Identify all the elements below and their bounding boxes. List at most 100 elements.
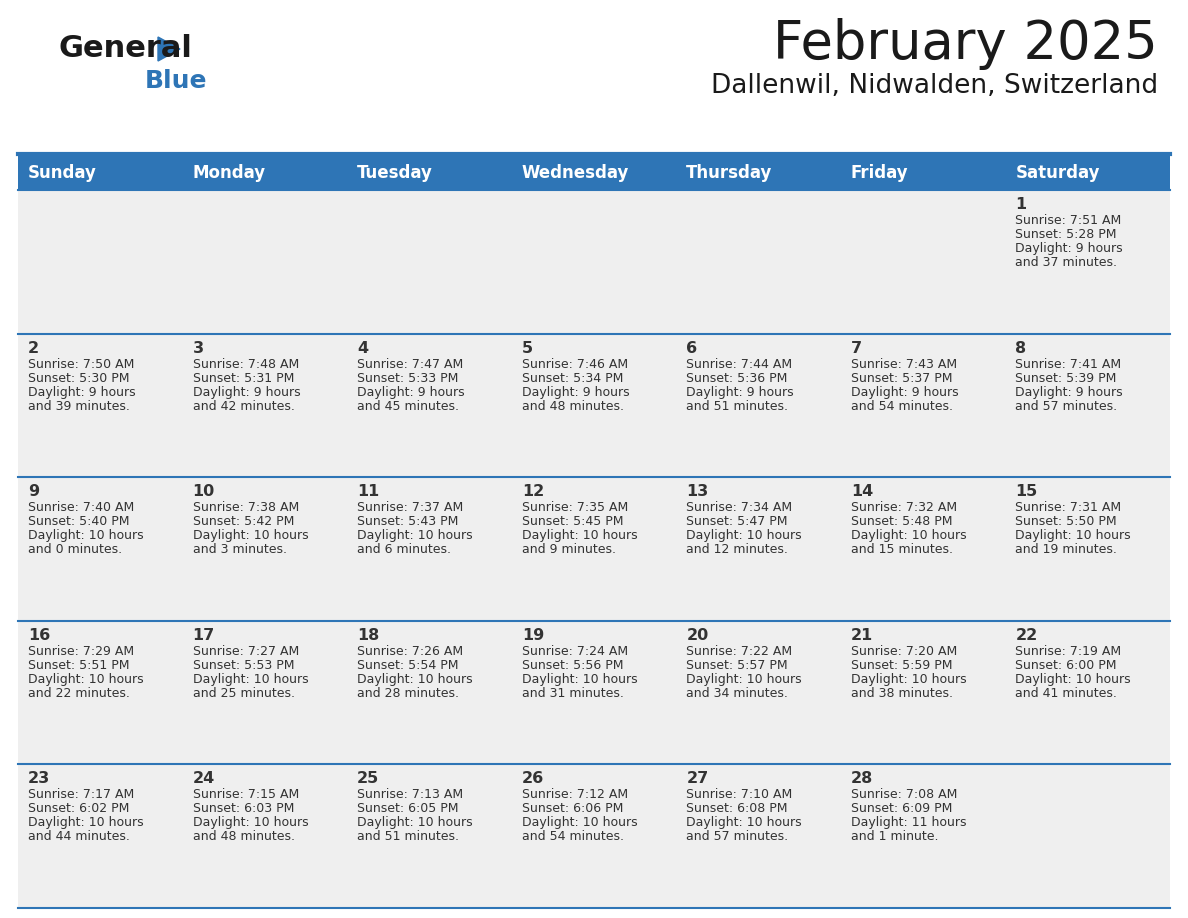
Bar <box>183 190 347 333</box>
Text: and 54 minutes.: and 54 minutes. <box>851 399 953 412</box>
Text: 2: 2 <box>29 341 39 355</box>
Text: Sunrise: 7:19 AM: Sunrise: 7:19 AM <box>1016 644 1121 658</box>
Text: Sunrise: 7:38 AM: Sunrise: 7:38 AM <box>192 501 299 514</box>
Text: Sunset: 5:42 PM: Sunset: 5:42 PM <box>192 515 293 528</box>
Bar <box>18 333 183 477</box>
Text: Sunset: 5:37 PM: Sunset: 5:37 PM <box>851 372 953 385</box>
Bar <box>676 333 841 477</box>
Text: and 22 minutes.: and 22 minutes. <box>29 687 129 700</box>
Text: Sunset: 6:09 PM: Sunset: 6:09 PM <box>851 802 953 815</box>
Bar <box>18 155 1170 190</box>
Text: Sunset: 5:36 PM: Sunset: 5:36 PM <box>687 372 788 385</box>
Text: Friday: Friday <box>851 163 909 182</box>
Text: Sunrise: 7:40 AM: Sunrise: 7:40 AM <box>29 501 134 514</box>
Text: Daylight: 10 hours: Daylight: 10 hours <box>687 529 802 543</box>
Text: Sunrise: 7:31 AM: Sunrise: 7:31 AM <box>1016 501 1121 514</box>
Text: Sunday: Sunday <box>29 163 97 182</box>
Text: Daylight: 9 hours: Daylight: 9 hours <box>1016 386 1123 398</box>
Text: and 48 minutes.: and 48 minutes. <box>192 831 295 844</box>
Text: Sunset: 5:51 PM: Sunset: 5:51 PM <box>29 659 129 672</box>
Text: Thursday: Thursday <box>687 163 772 182</box>
Text: 25: 25 <box>358 771 379 787</box>
Text: Sunrise: 7:24 AM: Sunrise: 7:24 AM <box>522 644 627 658</box>
Bar <box>347 477 512 621</box>
Text: and 25 minutes.: and 25 minutes. <box>192 687 295 700</box>
Text: Sunrise: 7:34 AM: Sunrise: 7:34 AM <box>687 501 792 514</box>
Text: 22: 22 <box>1016 628 1037 643</box>
Bar <box>18 477 183 621</box>
Text: Sunrise: 7:27 AM: Sunrise: 7:27 AM <box>192 644 299 658</box>
Bar <box>512 190 676 333</box>
Text: 19: 19 <box>522 628 544 643</box>
Text: Sunrise: 7:43 AM: Sunrise: 7:43 AM <box>851 358 958 371</box>
Text: 10: 10 <box>192 484 215 499</box>
Text: Daylight: 10 hours: Daylight: 10 hours <box>1016 673 1131 686</box>
Text: Sunrise: 7:13 AM: Sunrise: 7:13 AM <box>358 789 463 801</box>
Text: and 31 minutes.: and 31 minutes. <box>522 687 624 700</box>
Text: Daylight: 9 hours: Daylight: 9 hours <box>358 386 465 398</box>
Bar <box>1005 765 1170 908</box>
Text: 12: 12 <box>522 484 544 499</box>
Text: 20: 20 <box>687 628 708 643</box>
Text: Daylight: 10 hours: Daylight: 10 hours <box>687 673 802 686</box>
Text: Sunset: 6:03 PM: Sunset: 6:03 PM <box>192 802 293 815</box>
Text: and 12 minutes.: and 12 minutes. <box>687 543 788 556</box>
Text: and 28 minutes.: and 28 minutes. <box>358 687 459 700</box>
Text: Daylight: 10 hours: Daylight: 10 hours <box>522 816 637 829</box>
Text: Sunset: 5:53 PM: Sunset: 5:53 PM <box>192 659 295 672</box>
Text: Daylight: 10 hours: Daylight: 10 hours <box>522 673 637 686</box>
Text: Sunset: 6:05 PM: Sunset: 6:05 PM <box>358 802 459 815</box>
Text: Sunset: 5:28 PM: Sunset: 5:28 PM <box>1016 228 1117 241</box>
Text: Sunset: 5:40 PM: Sunset: 5:40 PM <box>29 515 129 528</box>
Bar <box>183 765 347 908</box>
Text: 1: 1 <box>1016 197 1026 212</box>
Text: and 39 minutes.: and 39 minutes. <box>29 399 129 412</box>
Text: and 45 minutes.: and 45 minutes. <box>358 399 459 412</box>
Bar <box>18 190 183 333</box>
Text: Daylight: 10 hours: Daylight: 10 hours <box>358 529 473 543</box>
Bar <box>512 477 676 621</box>
Text: Sunset: 5:54 PM: Sunset: 5:54 PM <box>358 659 459 672</box>
Text: Wednesday: Wednesday <box>522 163 630 182</box>
Text: Daylight: 9 hours: Daylight: 9 hours <box>851 386 959 398</box>
Text: and 6 minutes.: and 6 minutes. <box>358 543 451 556</box>
Text: Sunrise: 7:35 AM: Sunrise: 7:35 AM <box>522 501 628 514</box>
Text: Sunset: 5:59 PM: Sunset: 5:59 PM <box>851 659 953 672</box>
Text: 6: 6 <box>687 341 697 355</box>
Text: Saturday: Saturday <box>1016 163 1100 182</box>
Text: 16: 16 <box>29 628 50 643</box>
Bar <box>841 333 1005 477</box>
Text: Sunset: 5:31 PM: Sunset: 5:31 PM <box>192 372 293 385</box>
Bar <box>676 621 841 765</box>
Bar <box>183 477 347 621</box>
Text: Sunrise: 7:26 AM: Sunrise: 7:26 AM <box>358 644 463 658</box>
Text: Tuesday: Tuesday <box>358 163 432 182</box>
Text: 23: 23 <box>29 771 50 787</box>
Text: Blue: Blue <box>145 69 208 93</box>
Text: Sunset: 5:48 PM: Sunset: 5:48 PM <box>851 515 953 528</box>
Text: Sunrise: 7:46 AM: Sunrise: 7:46 AM <box>522 358 627 371</box>
Text: Dallenwil, Nidwalden, Switzerland: Dallenwil, Nidwalden, Switzerland <box>710 73 1158 99</box>
Text: Sunset: 5:30 PM: Sunset: 5:30 PM <box>29 372 129 385</box>
Text: Daylight: 10 hours: Daylight: 10 hours <box>358 816 473 829</box>
Text: Sunset: 5:56 PM: Sunset: 5:56 PM <box>522 659 624 672</box>
Text: Sunrise: 7:17 AM: Sunrise: 7:17 AM <box>29 789 134 801</box>
Text: 21: 21 <box>851 628 873 643</box>
Bar <box>676 477 841 621</box>
Bar <box>347 190 512 333</box>
Text: and 1 minute.: and 1 minute. <box>851 831 939 844</box>
Text: Sunset: 5:50 PM: Sunset: 5:50 PM <box>1016 515 1117 528</box>
Bar <box>841 190 1005 333</box>
Text: Sunset: 5:34 PM: Sunset: 5:34 PM <box>522 372 623 385</box>
Text: Sunrise: 7:32 AM: Sunrise: 7:32 AM <box>851 501 958 514</box>
Bar <box>347 333 512 477</box>
Text: Sunset: 6:06 PM: Sunset: 6:06 PM <box>522 802 623 815</box>
Text: and 51 minutes.: and 51 minutes. <box>687 399 789 412</box>
Text: and 57 minutes.: and 57 minutes. <box>687 831 789 844</box>
Bar <box>1005 333 1170 477</box>
Text: Daylight: 9 hours: Daylight: 9 hours <box>29 386 135 398</box>
Text: Sunrise: 7:10 AM: Sunrise: 7:10 AM <box>687 789 792 801</box>
Bar <box>512 765 676 908</box>
Text: and 0 minutes.: and 0 minutes. <box>29 543 122 556</box>
Text: Sunset: 6:02 PM: Sunset: 6:02 PM <box>29 802 129 815</box>
